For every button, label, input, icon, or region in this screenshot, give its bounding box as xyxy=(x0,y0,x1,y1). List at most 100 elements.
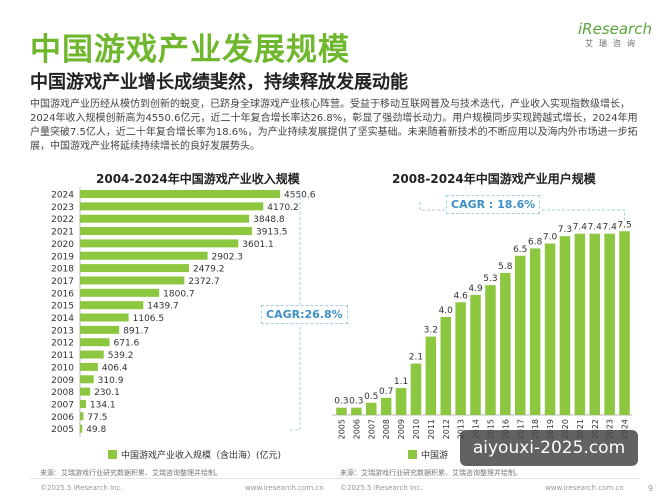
users-value-label: 0.3 xyxy=(349,397,363,407)
revenue-value-label: 2902.3 xyxy=(212,252,244,262)
page-title: 中国游戏产业发展规模 xyxy=(30,32,350,68)
users-bar xyxy=(589,233,600,415)
footer-url-left: www.iresearch.com.cn xyxy=(245,484,324,492)
users-value-label: 6.5 xyxy=(513,245,527,255)
revenue-bar xyxy=(80,362,98,371)
revenue-bar xyxy=(80,301,144,310)
users-value-label: 7.0 xyxy=(543,233,558,243)
users-value-label: 4.6 xyxy=(453,291,468,301)
revenue-value-label: 1439.7 xyxy=(147,302,179,312)
users-value-label: 0.3 xyxy=(334,397,348,407)
users-year-label: 2007 xyxy=(367,419,376,439)
revenue-value-label: 671.6 xyxy=(114,339,140,349)
users-bar xyxy=(485,285,496,415)
revenue-value-label: 3601.1 xyxy=(242,240,273,250)
revenue-year-label: 2006 xyxy=(51,413,74,423)
revenue-bar xyxy=(80,375,94,384)
users-year-label: 2016 xyxy=(501,419,510,439)
revenue-year-label: 2009 xyxy=(51,376,74,386)
users-bar xyxy=(604,233,615,415)
revenue-value-label: 230.1 xyxy=(94,388,120,398)
revenue-year-label: 2020 xyxy=(51,240,74,250)
revenue-year-label: 2013 xyxy=(51,326,74,336)
users-year-label: 2010 xyxy=(412,419,421,439)
revenue-bar xyxy=(80,412,84,421)
revenue-value-label: 539.2 xyxy=(108,351,134,361)
users-year-label: 2024 xyxy=(621,419,630,439)
users-bar xyxy=(619,231,630,415)
revenue-bar xyxy=(80,338,110,347)
users-bar xyxy=(500,272,511,415)
users-bar xyxy=(515,255,526,415)
users-year-label: 2021 xyxy=(576,419,585,439)
users-value-label: 3.2 xyxy=(424,326,438,336)
users-year-label: 2006 xyxy=(352,419,361,439)
users-bar xyxy=(544,243,556,415)
revenue-value-label: 2372.7 xyxy=(188,277,220,287)
users-year-label: 2011 xyxy=(427,419,436,439)
users-cagr-annotation: CAGR : 18.6% xyxy=(446,195,541,214)
users-value-label: 4.9 xyxy=(468,284,483,294)
revenue-value-label: 1106.5 xyxy=(133,314,165,324)
revenue-bar xyxy=(80,399,86,408)
users-bar xyxy=(410,363,422,415)
users-bar xyxy=(366,402,377,415)
revenue-value-label: 891.7 xyxy=(123,326,149,336)
users-chart-title: 2008-2024年中国游戏产业用户规模 xyxy=(392,172,596,186)
revenue-bar xyxy=(80,214,250,223)
users-bar xyxy=(380,397,392,415)
users-value-label: 7.4 xyxy=(602,223,617,233)
revenue-chart-title: 2004-2024年中国游戏产业收入规模 xyxy=(96,172,300,186)
revenue-bar xyxy=(80,227,252,236)
revenue-bar xyxy=(80,239,239,248)
revenue-value-label: 134.1 xyxy=(90,400,116,410)
page-number: 9 xyxy=(648,484,654,493)
footer-divider xyxy=(30,478,640,479)
revenue-value-label: 4550.6 xyxy=(284,191,316,201)
users-value-label: 7.4 xyxy=(573,223,588,233)
users-legend-label: 中国游 xyxy=(421,451,449,461)
revenue-bar xyxy=(80,325,120,334)
users-legend-swatch xyxy=(408,450,417,459)
revenue-year-label: 2015 xyxy=(51,302,74,312)
users-year-label: 2009 xyxy=(397,419,406,439)
revenue-year-label: 2010 xyxy=(51,363,74,373)
revenue-value-label: 2479.2 xyxy=(193,265,225,275)
users-value-label: 5.3 xyxy=(483,274,497,284)
revenue-value-label: 77.5 xyxy=(87,413,107,423)
page-subtitle: 中国游戏产业增长成绩斐然，持续释放发展动能 xyxy=(30,72,408,93)
users-bar xyxy=(529,248,541,415)
revenue-value-label: 4170.2 xyxy=(267,203,299,213)
iresearch-logo: iResearch 艾瑞咨询 xyxy=(578,20,652,49)
users-year-label: 2017 xyxy=(516,419,525,439)
users-bar xyxy=(395,388,407,415)
users-bar xyxy=(351,407,362,415)
logo-cn: 艾瑞咨询 xyxy=(585,39,641,48)
users-bar xyxy=(470,294,481,415)
revenue-year-label: 2012 xyxy=(51,339,74,349)
users-year-label: 2015 xyxy=(486,419,495,439)
users-value-label: 1.1 xyxy=(394,377,408,387)
revenue-year-label: 2022 xyxy=(51,215,74,225)
users-bar xyxy=(455,302,466,415)
revenue-bar xyxy=(80,313,129,322)
revenue-bar xyxy=(80,387,91,396)
revenue-bar xyxy=(80,190,280,198)
users-value-label: 5.8 xyxy=(498,262,513,272)
users-year-label: 2023 xyxy=(606,419,615,439)
revenue-year-label: 2014 xyxy=(51,314,74,324)
users-value-label: 0.5 xyxy=(364,392,378,402)
intro-paragraph: 中国游戏产业历经从模仿到创新的蜕变，已跻身全球游戏产业核心阵营。受益于移动互联网… xyxy=(30,99,638,152)
revenue-year-label: 2017 xyxy=(51,277,74,287)
footer-url-right: www.iresearch.com.cn xyxy=(545,484,624,492)
revenue-year-label: 2007 xyxy=(51,400,74,410)
revenue-year-label: 2024 xyxy=(51,191,74,201)
users-bar xyxy=(559,236,571,415)
revenue-bar xyxy=(80,202,264,211)
users-value-label: 7.4 xyxy=(588,223,603,233)
revenue-year-label: 2016 xyxy=(51,289,74,299)
revenue-year-label: 2008 xyxy=(51,388,74,398)
revenue-bar xyxy=(80,424,83,433)
